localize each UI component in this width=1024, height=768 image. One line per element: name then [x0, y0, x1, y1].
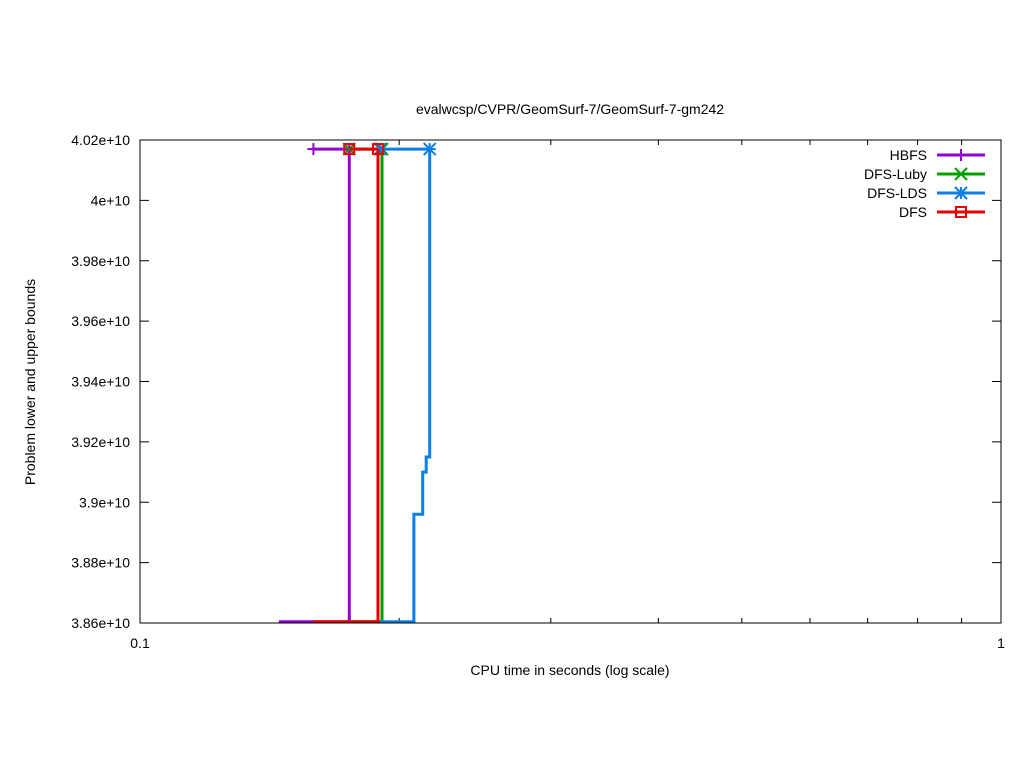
series-hbfs-point [307, 143, 320, 156]
series-dfs-point [372, 143, 385, 156]
y-tick-label: 3.92e+10 [71, 434, 130, 450]
legend-marker-dfs-lds [954, 186, 968, 200]
legend-label: DFS-LDS [867, 185, 927, 201]
legend-marker-hbfs [955, 149, 967, 161]
x-tick-label: 1 [997, 635, 1005, 651]
x-tick-label: 0.1 [130, 635, 150, 651]
series-hbfs-lower-line [278, 149, 351, 624]
y-tick-label: 3.96e+10 [71, 313, 130, 329]
legend-label: DFS [899, 204, 927, 220]
legend-label: HBFS [890, 147, 927, 163]
series-dfs-lower-line [313, 149, 380, 624]
y-tick-label: 3.9e+10 [79, 494, 130, 510]
series-dfs-lds-point [422, 142, 437, 156]
legend: HBFS DFS-Luby DFS-LDS DFS [864, 147, 985, 220]
y-tick-label: 3.88e+10 [71, 555, 130, 571]
axis-ticks: 3.86e+10 3.88e+10 3.9e+10 3.92e+10 3.94e+10 3… [71, 132, 1005, 651]
series-dfs-point [343, 143, 356, 156]
legend-label: DFS-Luby [864, 166, 927, 182]
y-tick-label: 4e+10 [91, 192, 131, 208]
y-tick-label: 3.98e+10 [71, 253, 130, 269]
chart-title: evalwcsp/CVPR/GeomSurf-7/GeomSurf-7-gm24… [416, 101, 724, 117]
legend-marker-dfs [955, 206, 967, 218]
y-tick-label: 3.94e+10 [71, 374, 130, 390]
y-axis-label: Problem lower and upper bounds [22, 279, 38, 485]
legend-marker-dfs-luby [954, 167, 968, 181]
y-tick-label: 3.86e+10 [71, 615, 130, 631]
series-dfs-lds-lower-line [380, 149, 432, 624]
y-tick-label: 4.02e+10 [71, 132, 130, 148]
x-axis-label: CPU time in seconds (log scale) [470, 662, 669, 678]
plot-lines [278, 142, 437, 624]
plot-frame [139, 139, 1002, 624]
